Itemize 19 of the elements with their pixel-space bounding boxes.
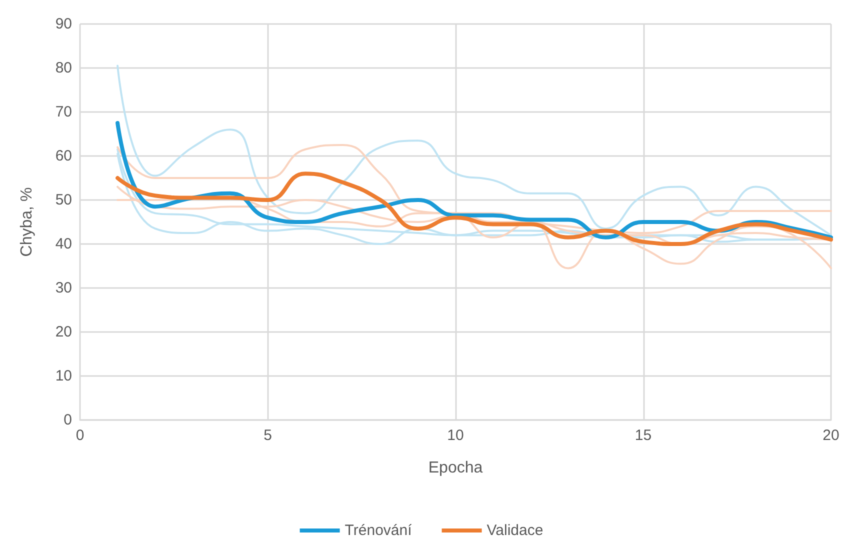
- y-axis-title: Chyba, %: [18, 187, 36, 257]
- x-tick-label: 20: [822, 427, 840, 444]
- y-tick-label: 30: [55, 280, 72, 296]
- y-tick-label: 70: [55, 104, 72, 120]
- y-tick-label: 40: [55, 236, 72, 252]
- x-tick-label: 5: [264, 427, 272, 444]
- y-tick-label: 10: [55, 368, 72, 384]
- y-tick-label: 60: [55, 148, 72, 164]
- x-axis-title: Epocha: [428, 460, 483, 476]
- legend-label: Validace: [486, 522, 544, 539]
- y-tick-label: 50: [55, 192, 72, 208]
- x-tick-label: 10: [447, 427, 464, 444]
- x-tick-label: 15: [634, 427, 652, 444]
- y-tick-label: 80: [55, 60, 72, 76]
- x-tick-label: 0: [76, 427, 84, 444]
- legend-label: Trénování: [344, 522, 413, 539]
- y-tick-label: 0: [64, 412, 72, 428]
- y-tick-label: 20: [55, 324, 72, 340]
- y-tick-label: 90: [55, 16, 72, 32]
